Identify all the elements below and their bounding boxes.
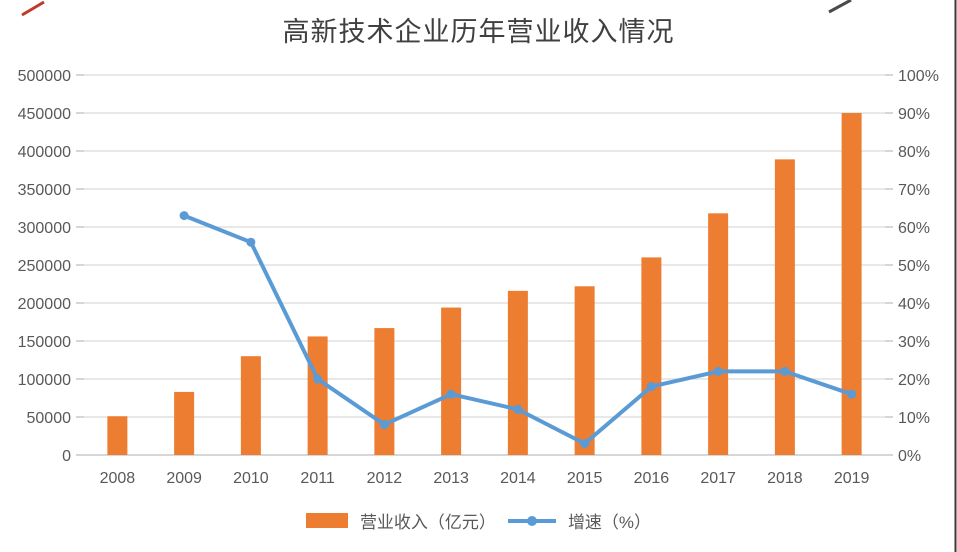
right-axis-tick-label: 90%	[898, 106, 930, 123]
line-marker-2014	[513, 404, 523, 414]
bar-2019	[841, 113, 862, 455]
x-axis-label-2015: 2015	[567, 470, 603, 487]
bar-2015	[574, 286, 595, 455]
bar-2017	[708, 213, 729, 455]
bar-2016	[641, 257, 662, 455]
left-axis-tick-label: 500000	[18, 68, 71, 85]
bar-2009	[174, 391, 195, 455]
x-axis-label-2008: 2008	[100, 470, 136, 487]
line-marker-2019	[847, 389, 857, 399]
legend-line-label: 增速（%）	[567, 513, 652, 532]
line-marker-2016	[646, 382, 656, 392]
artifact-stroke-left	[21, 0, 45, 17]
left-axis-tick-label: 150000	[18, 334, 71, 351]
right-axis-tick-label: 70%	[898, 182, 930, 199]
line-marker-2011	[313, 374, 323, 384]
left-axis-tick-label: 300000	[18, 220, 71, 237]
left-axis-tick-label: 450000	[18, 106, 71, 123]
left-axis-tick-label: 200000	[18, 296, 71, 313]
left-axis-tick-label: 350000	[18, 182, 71, 199]
line-marker-2015	[580, 439, 590, 449]
x-axis-label-2016: 2016	[634, 470, 670, 487]
legend-bar-label: 营业收入（亿元）	[359, 513, 496, 532]
x-axis-label-2018: 2018	[767, 470, 803, 487]
right-axis-tick-label: 60%	[898, 220, 930, 237]
line-marker-2010	[246, 237, 256, 247]
x-axis-label-2017: 2017	[700, 470, 736, 487]
line-marker-2017	[713, 366, 723, 376]
right-axis-tick-label: 50%	[898, 258, 930, 275]
x-axis-label-2013: 2013	[433, 470, 469, 487]
bar-2014	[507, 290, 528, 455]
bar-2011	[307, 336, 328, 455]
right-axis-tick-label: 0%	[898, 448, 921, 465]
left-axis-tick-label: 100000	[18, 372, 71, 389]
x-axis-label-2009: 2009	[166, 470, 202, 487]
bar-2018	[774, 159, 795, 456]
right-axis-tick-label: 40%	[898, 296, 930, 313]
right-axis-tick-label: 20%	[898, 372, 930, 389]
x-axis-label-2012: 2012	[367, 470, 403, 487]
bar-2012	[374, 328, 395, 455]
x-axis-label-2011: 2011	[300, 470, 335, 487]
artifact-stroke-right	[828, 0, 852, 14]
left-axis-tick-label: 0	[62, 448, 71, 465]
line-marker-2009	[179, 211, 189, 221]
x-axis-label-2010: 2010	[233, 470, 269, 487]
line-marker-2018	[780, 366, 790, 376]
legend-bar-swatch-icon	[305, 513, 348, 528]
legend-line-swatch-icon	[507, 513, 556, 528]
chart-title: 高新技术企业历年营业收入情况	[282, 17, 675, 48]
right-axis-tick-label: 100%	[898, 68, 939, 85]
right-axis-tick-label: 80%	[898, 144, 930, 161]
right-axis-tick-label: 10%	[898, 410, 930, 427]
line-marker-2013	[446, 389, 456, 399]
bar-2008	[107, 416, 128, 455]
line-marker-2012	[379, 420, 389, 430]
left-axis-tick-label: 400000	[18, 144, 71, 161]
x-axis-label-2019: 2019	[834, 470, 870, 487]
x-axis-label-2014: 2014	[500, 470, 536, 487]
right-axis-tick-label: 30%	[898, 334, 930, 351]
left-axis-tick-label: 250000	[18, 258, 71, 275]
bar-2010	[240, 356, 261, 455]
left-axis-tick-label: 50000	[27, 410, 72, 427]
bar-2013	[441, 307, 462, 455]
chart-legend: 营业收入（亿元） 增速（%）	[0, 508, 957, 533]
